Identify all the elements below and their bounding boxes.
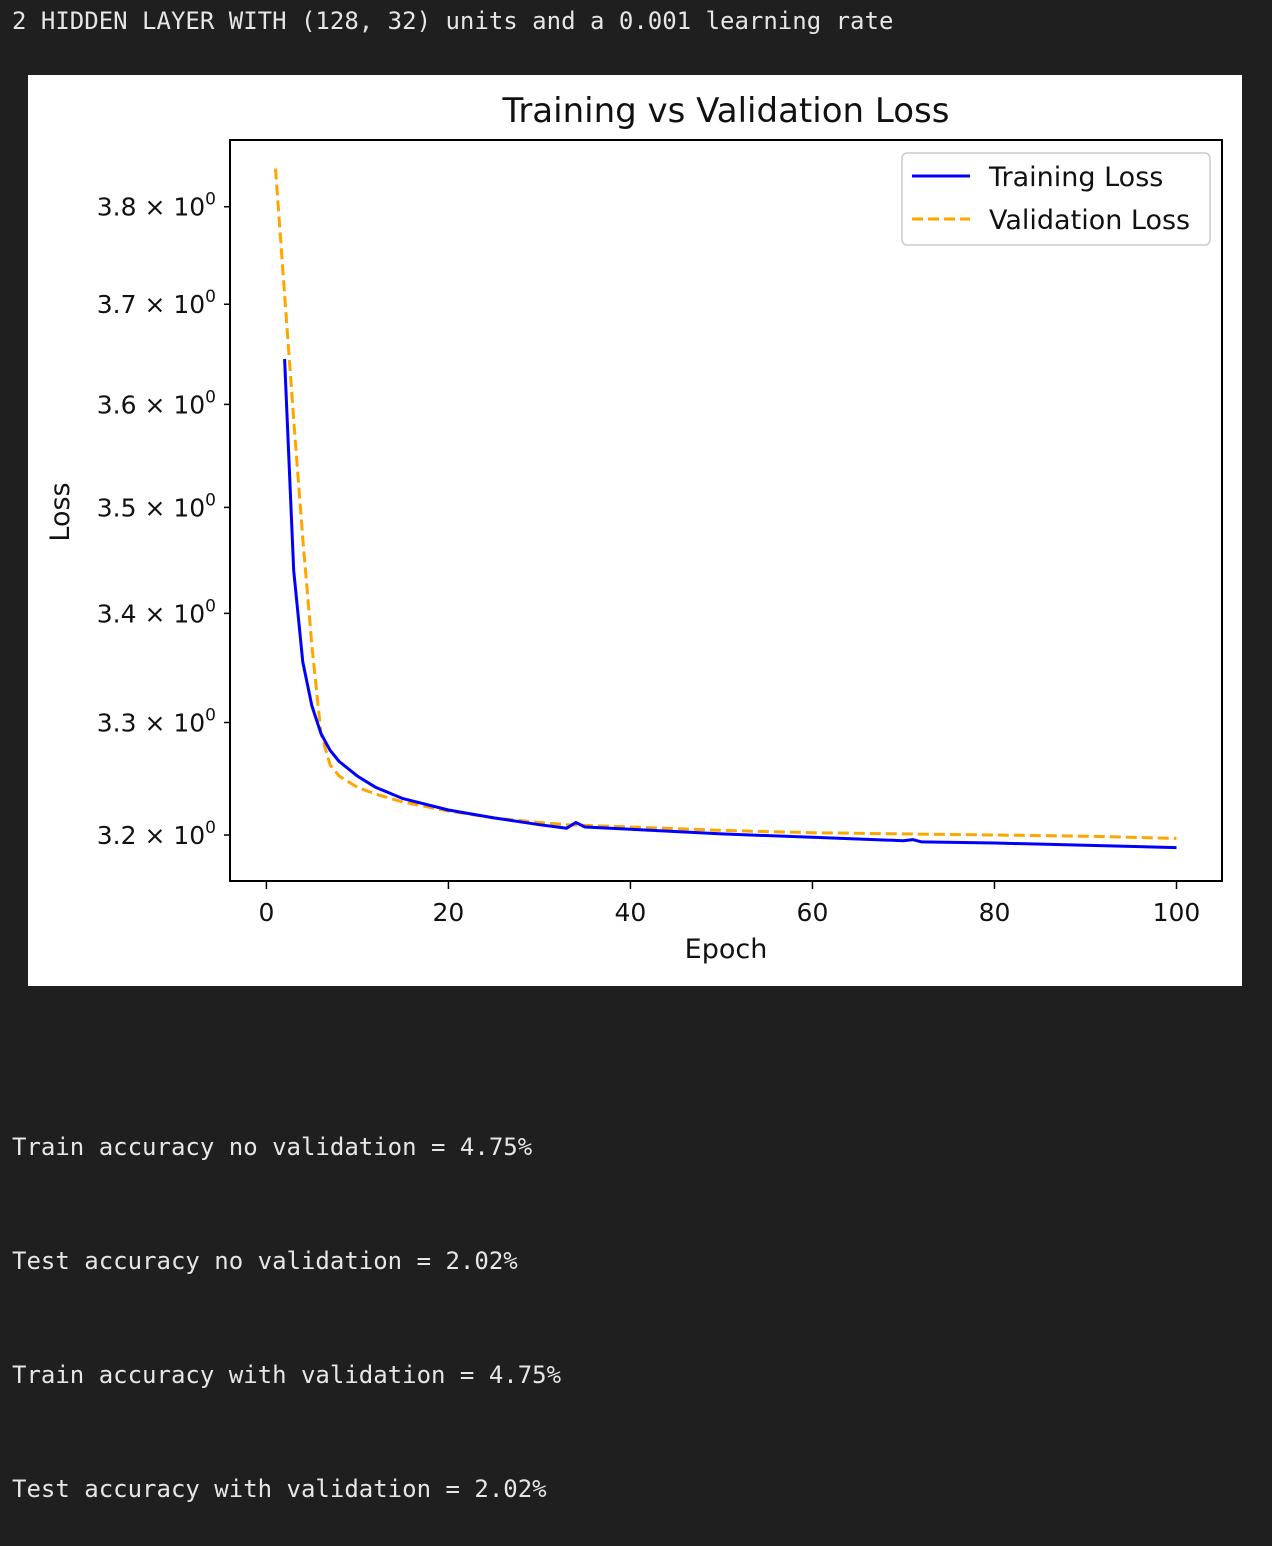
plot-area: [229, 139, 1223, 882]
output-line-test-no-val: Test accuracy no validation = 2.02%: [12, 1247, 518, 1275]
output-line-train-no-val: Train accuracy no validation = 4.75%: [12, 1133, 533, 1161]
legend: Training Loss Validation Loss: [901, 152, 1211, 246]
y-tick-label: 3.6 × 100: [97, 387, 216, 419]
x-axis-ticks: 0 20 40 60 80 100: [258, 881, 1200, 927]
series-lines: [274, 168, 1177, 850]
x-tick-label: 100: [1153, 898, 1201, 927]
training-loss-line: [283, 358, 1177, 850]
x-tick-label: 60: [797, 898, 829, 927]
legend-box: [901, 152, 1211, 246]
y-tick-label: 3.3 × 100: [97, 706, 216, 738]
chart-title: Training vs Validation Loss: [502, 91, 950, 131]
legend-training-label: Training Loss: [988, 162, 1163, 193]
y-tick-label: 3.4 × 100: [97, 596, 216, 628]
y-tick-label: 3.8 × 100: [97, 190, 216, 222]
cell-output: Train accuracy no validation = 4.75% Tes…: [12, 1052, 561, 1546]
validation-loss-line: [274, 168, 1177, 840]
loss-chart-figure: Training vs Validation Loss 0 20 40 60 80 100…: [28, 75, 1242, 986]
output-line-train-with-val: Train accuracy with validation = 4.75%: [12, 1361, 562, 1389]
x-tick-label: 40: [615, 898, 647, 927]
y-tick-label: 3.7 × 100: [97, 287, 216, 319]
output-line-test-with-val: Test accuracy with validation = 2.02%: [12, 1475, 547, 1503]
x-tick-label: 80: [979, 898, 1011, 927]
cell-header-text: 2 HIDDEN LAYER WITH (128, 32) units and …: [12, 7, 894, 35]
x-tick-label: 20: [433, 898, 465, 927]
x-axis-label: Epoch: [685, 934, 768, 965]
legend-validation-label: Validation Loss: [989, 205, 1190, 236]
x-tick-label: 0: [258, 898, 274, 927]
y-tick-label: 3.2 × 100: [97, 818, 216, 850]
y-tick-label: 3.5 × 100: [97, 490, 216, 522]
y-axis-ticks: 3.2 × 100 3.3 × 100 3.4 × 100 3.5 × 100 3.6 …: [97, 190, 230, 850]
y-axis-label: Loss: [45, 482, 76, 541]
loss-chart: Training vs Validation Loss 0 20 40 60 80 100…: [45, 91, 1223, 965]
